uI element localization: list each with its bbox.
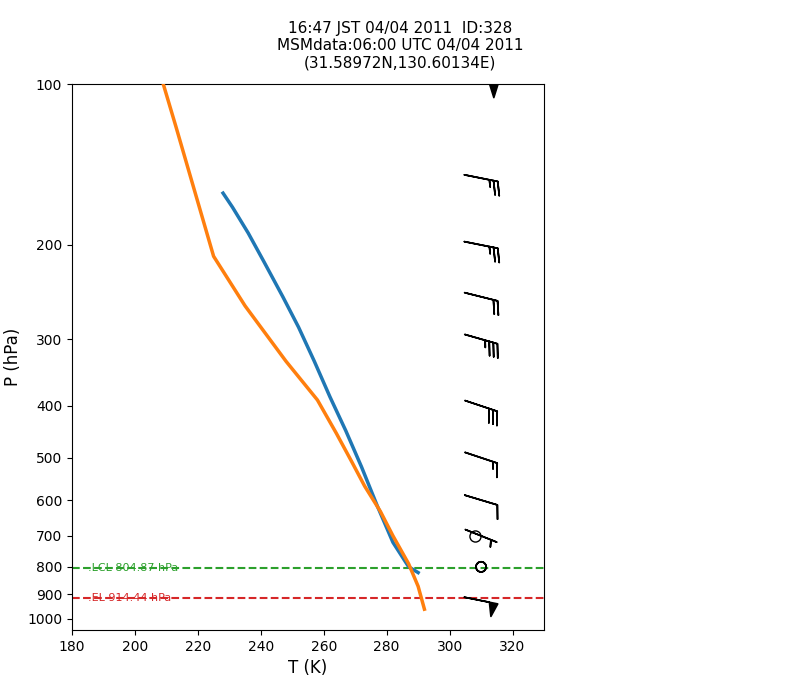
Y-axis label: P (hPa): P (hPa)	[3, 328, 22, 386]
X-axis label: T (K): T (K)	[288, 659, 328, 678]
Text: .LCL 804.87 hPa: .LCL 804.87 hPa	[88, 564, 178, 573]
Text: 16:47 JST 04/04 2011  ID:328
MSMdata:06:00 UTC 04/04 2011
(31.58972N,130.60134E): 16:47 JST 04/04 2011 ID:328 MSMdata:06:0…	[277, 21, 523, 71]
Text: .EL 914.44 hPa: .EL 914.44 hPa	[88, 593, 171, 603]
